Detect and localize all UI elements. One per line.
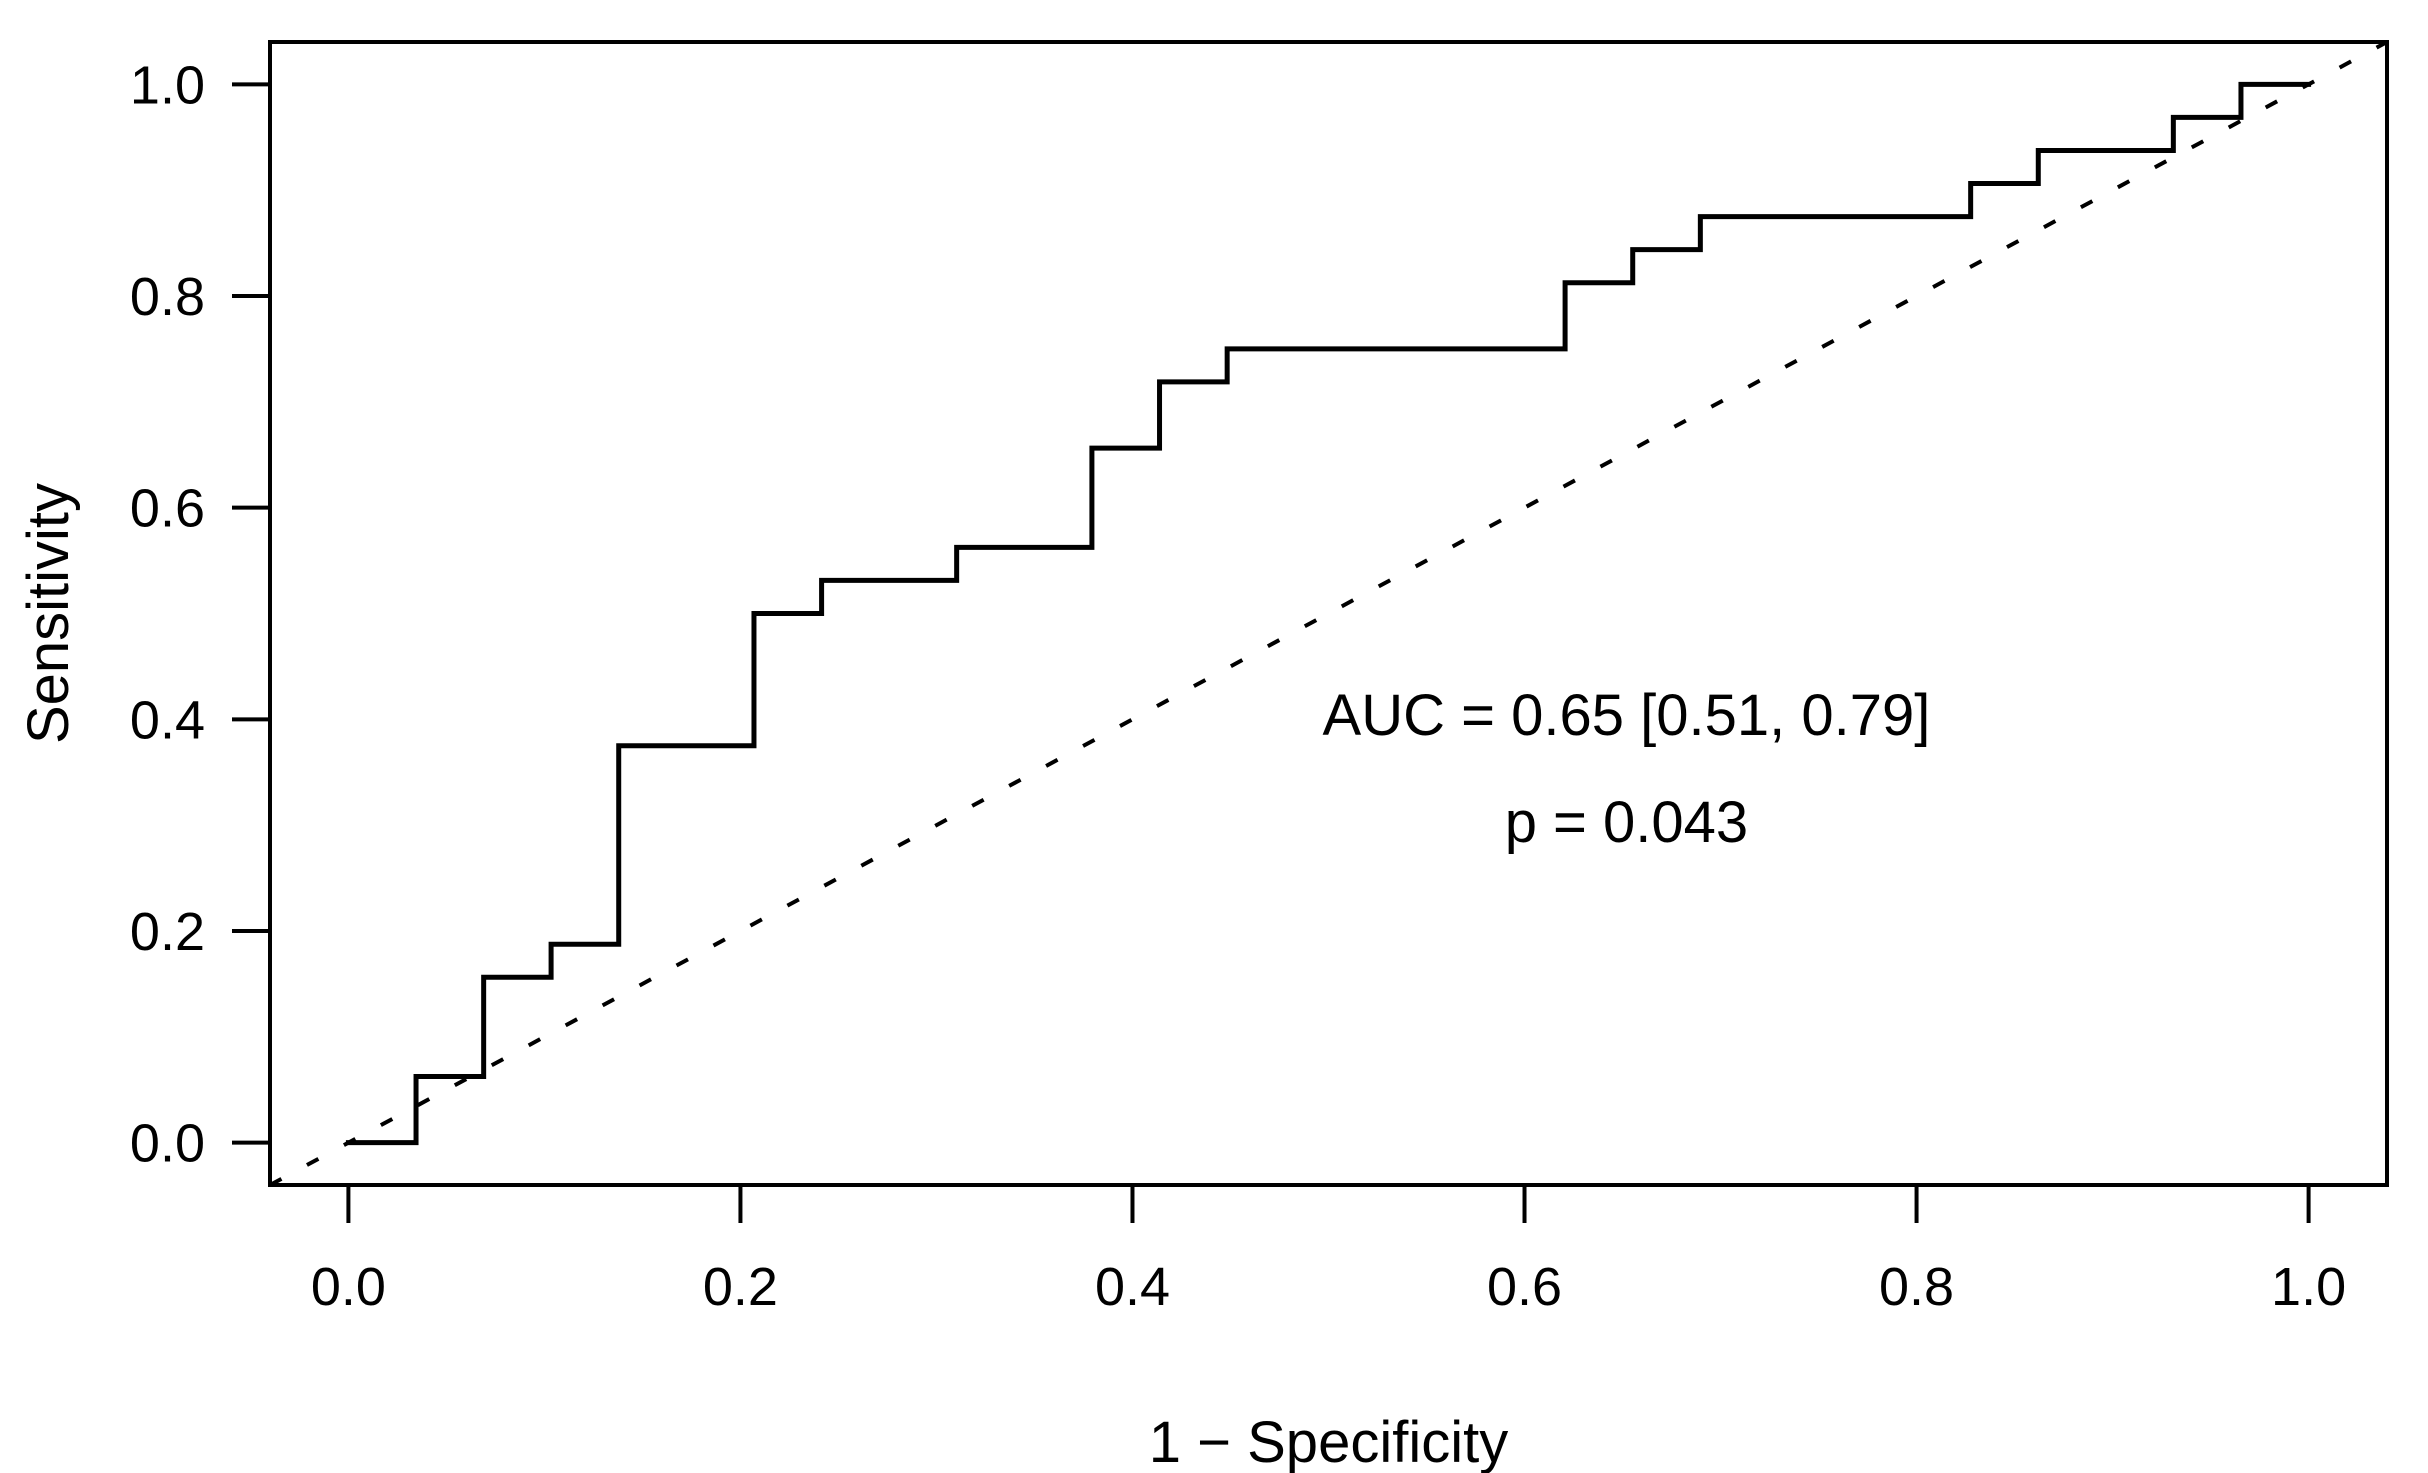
roc-curve-path: [345, 81, 2312, 1146]
x-axis-ticks: 0.0 0.2 0.4 0.6 0.8 1.0: [311, 1185, 2346, 1317]
x-tick-label: 0.8: [1879, 1257, 1954, 1317]
y-tick-label: 0.0: [130, 1114, 205, 1174]
chance-diagonal-line: [269, 40, 2388, 1187]
x-tick-label: 1.0: [2271, 1257, 2346, 1317]
y-tick-label: 0.2: [130, 902, 205, 962]
x-tick-label: 0.0: [311, 1257, 386, 1317]
y-tick-label: 1.0: [130, 55, 205, 115]
x-axis-title: 1 − Specificity: [1149, 1410, 1508, 1473]
y-axis-ticks: 0.0 0.2 0.4 0.6 0.8 1.0: [130, 55, 270, 1174]
plot-box: [268, 40, 2389, 1187]
auc-annotation: AUC = 0.65 [0.51, 0.79]: [1323, 683, 1931, 748]
y-tick-label: 0.6: [130, 479, 205, 539]
x-tick-label: 0.2: [703, 1257, 778, 1317]
y-tick-label: 0.4: [130, 690, 205, 750]
y-tick-label: 0.8: [130, 267, 205, 327]
y-axis-title: Sensitivity: [16, 483, 81, 744]
x-tick-label: 0.4: [1095, 1257, 1170, 1317]
x-tick-label: 0.6: [1487, 1257, 1562, 1317]
p-value-annotation: p = 0.043: [1505, 790, 1749, 855]
